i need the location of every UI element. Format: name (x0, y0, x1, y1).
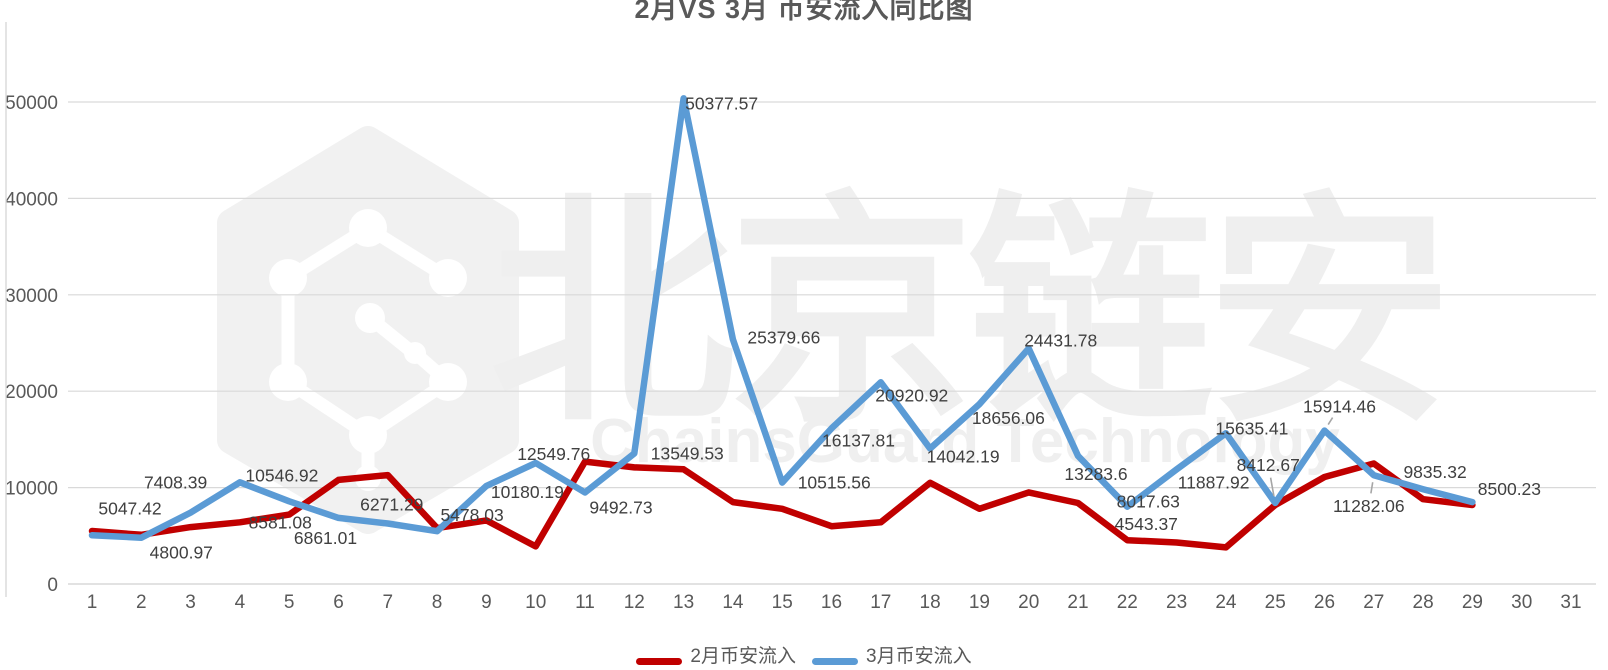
watermark-network-node (404, 342, 426, 364)
x-tick-label: 18 (920, 592, 941, 613)
x-tick-label: 6 (333, 592, 344, 613)
x-tick-label: 4 (235, 592, 246, 613)
data-label: 8500.23 (1478, 479, 1541, 499)
data-label: 18656.06 (972, 408, 1045, 428)
x-tick-label: 17 (870, 592, 891, 613)
y-tick-label: 10000 (5, 479, 58, 500)
data-label: 15914.46 (1303, 397, 1376, 417)
x-tick-label: 23 (1166, 592, 1187, 613)
legend-item-mar[interactable]: 3月币安流入 (812, 644, 972, 670)
y-tick-label: 40000 (5, 189, 58, 210)
data-label: 5478.03 (440, 505, 503, 525)
watermark-text-cn: 北京链安 (490, 176, 1446, 450)
x-tick-label: 1 (87, 592, 98, 613)
x-tick-label: 24 (1215, 592, 1237, 613)
data-label: 20920.92 (875, 385, 948, 405)
x-tick-label: 12 (624, 592, 645, 613)
watermark-network-node (269, 363, 307, 401)
x-tick-label: 5 (284, 592, 295, 613)
data-label: 8412.67 (1237, 455, 1300, 475)
data-label-leader-line (1370, 482, 1374, 494)
watermark-network-node (355, 303, 385, 333)
data-label: 15635.41 (1215, 418, 1288, 438)
data-label: 4543.37 (1115, 514, 1178, 534)
legend-label-mar: 3月币安流入 (866, 646, 972, 667)
watermark-network-node (269, 259, 307, 297)
x-tick-label: 26 (1314, 592, 1335, 613)
data-label-leader-line (1327, 417, 1334, 426)
data-label: 6271.29 (360, 495, 423, 515)
data-label: 25379.66 (747, 327, 820, 347)
data-label: 50377.57 (685, 93, 758, 113)
data-label: 6861.01 (294, 528, 357, 548)
y-tick-label: 20000 (5, 382, 58, 403)
x-tick-label: 22 (1117, 592, 1138, 613)
data-label: 7408.39 (144, 473, 207, 493)
x-tick-label: 3 (185, 592, 196, 613)
x-tick-label: 9 (481, 592, 492, 613)
x-tick-label: 14 (722, 592, 744, 613)
data-label: 13549.53 (651, 443, 724, 463)
data-label: 10180.19 (491, 482, 564, 502)
data-label: 5047.42 (98, 498, 161, 518)
data-label: 10546.92 (245, 465, 318, 485)
watermark-network-node (429, 363, 467, 401)
data-label: 13283.6 (1064, 464, 1127, 484)
data-label: 11282.06 (1333, 496, 1405, 516)
x-tick-label: 2 (136, 592, 147, 613)
x-tick-label: 20 (1018, 592, 1039, 613)
chart-title: 2月VS 3月 币安流入同比图 (634, 0, 974, 24)
data-label: 8017.63 (1117, 492, 1180, 512)
data-label: 11887.92 (1178, 472, 1250, 492)
x-tick-label: 13 (673, 592, 694, 613)
x-tick-label: 11 (575, 592, 595, 613)
data-label-leader-line (1269, 477, 1275, 497)
x-tick-label: 25 (1265, 592, 1286, 613)
data-label: 8581.08 (249, 512, 312, 532)
x-tick-label: 15 (772, 592, 793, 613)
x-tick-label: 29 (1462, 592, 1483, 613)
x-tick-label: 30 (1511, 592, 1532, 613)
x-tick-label: 28 (1413, 592, 1434, 613)
data-label: 12549.76 (517, 444, 590, 464)
data-label: 10515.56 (798, 473, 871, 493)
feb-series-line (88, 458, 1476, 551)
legend-item-feb[interactable]: 2月币安流入 (636, 644, 796, 670)
data-label: 14042.19 (927, 447, 1000, 467)
x-tick-label: 10 (525, 592, 546, 613)
y-tick-label: 0 (47, 575, 58, 596)
x-tick-label: 27 (1363, 592, 1384, 613)
data-label: 9492.73 (589, 498, 652, 518)
x-tick-label: 31 (1560, 592, 1581, 613)
x-tick-label: 19 (969, 592, 990, 613)
data-label: 4800.97 (150, 543, 213, 563)
watermark-network-node (429, 259, 467, 297)
x-tick-label: 7 (383, 592, 394, 613)
legend-label-feb: 2月币安流入 (690, 646, 796, 667)
watermark-network-node (349, 416, 387, 454)
mar-series-line (88, 95, 1476, 541)
y-tick-label: 50000 (5, 93, 58, 114)
data-label: 9835.32 (1403, 462, 1466, 482)
x-tick-label: 8 (432, 592, 443, 613)
data-label: 16137.81 (822, 430, 895, 450)
y-tick-label: 30000 (5, 286, 58, 307)
chart-legend: 2月币安流入 3月币安流入 (0, 644, 1608, 670)
x-tick-label: 16 (821, 592, 842, 613)
x-tick-label: 21 (1067, 592, 1088, 613)
watermark-network-node (349, 209, 387, 247)
data-label: 24431.78 (1024, 331, 1097, 351)
